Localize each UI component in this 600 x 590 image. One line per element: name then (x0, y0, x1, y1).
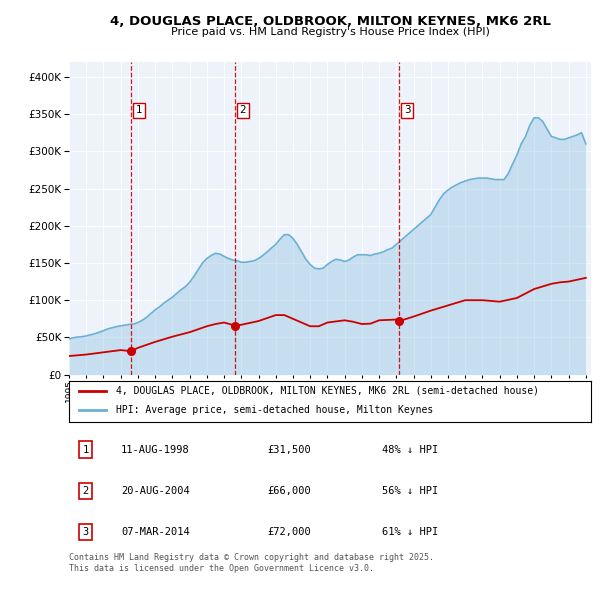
Text: 3: 3 (83, 527, 89, 537)
Text: £66,000: £66,000 (268, 486, 311, 496)
Text: 20-AUG-2004: 20-AUG-2004 (121, 486, 190, 496)
Text: 1: 1 (83, 444, 89, 454)
Text: 2: 2 (239, 106, 246, 116)
Text: 07-MAR-2014: 07-MAR-2014 (121, 527, 190, 537)
Text: 3: 3 (404, 106, 410, 116)
Text: 2: 2 (83, 486, 89, 496)
Text: 4, DOUGLAS PLACE, OLDBROOK, MILTON KEYNES, MK6 2RL: 4, DOUGLAS PLACE, OLDBROOK, MILTON KEYNE… (110, 15, 551, 28)
Text: £72,000: £72,000 (268, 527, 311, 537)
Text: 61% ↓ HPI: 61% ↓ HPI (382, 527, 439, 537)
Text: Contains HM Land Registry data © Crown copyright and database right 2025.
This d: Contains HM Land Registry data © Crown c… (69, 553, 434, 573)
Text: 4, DOUGLAS PLACE, OLDBROOK, MILTON KEYNES, MK6 2RL (semi-detached house): 4, DOUGLAS PLACE, OLDBROOK, MILTON KEYNE… (116, 386, 539, 396)
Text: 48% ↓ HPI: 48% ↓ HPI (382, 444, 439, 454)
Text: £31,500: £31,500 (268, 444, 311, 454)
Text: HPI: Average price, semi-detached house, Milton Keynes: HPI: Average price, semi-detached house,… (116, 405, 433, 415)
Text: Price paid vs. HM Land Registry's House Price Index (HPI): Price paid vs. HM Land Registry's House … (170, 27, 490, 37)
Text: 11-AUG-1998: 11-AUG-1998 (121, 444, 190, 454)
Text: 1: 1 (136, 106, 142, 116)
Text: 56% ↓ HPI: 56% ↓ HPI (382, 486, 439, 496)
